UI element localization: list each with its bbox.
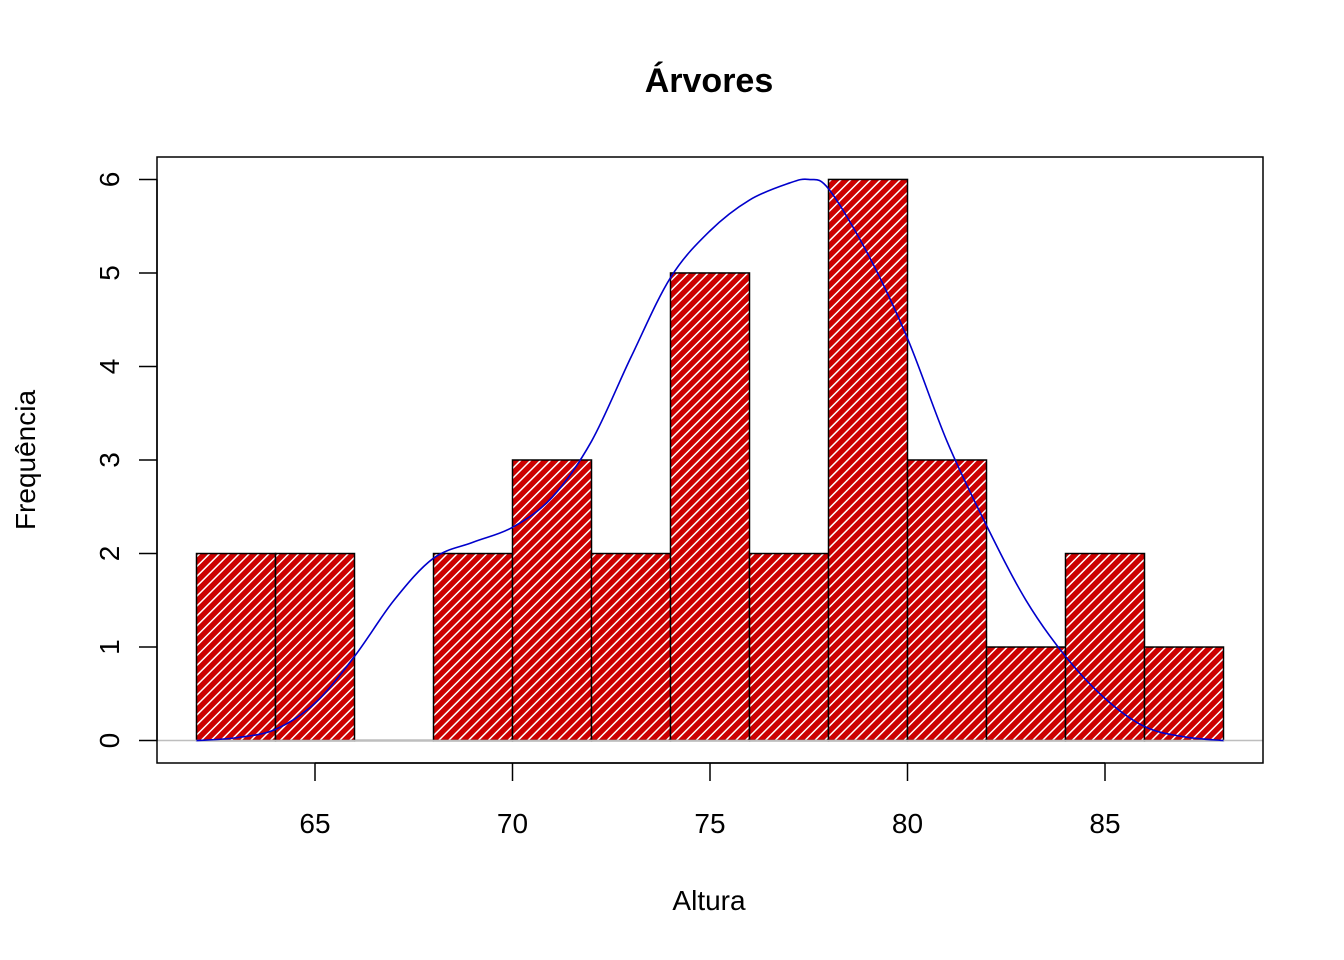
y-axis: 0 1 2 3 4 5 6 — [94, 172, 158, 749]
y-tick-label: 3 — [94, 452, 125, 468]
histogram-bar — [274, 552, 356, 742]
y-tick-label: 0 — [94, 733, 125, 749]
histogram-bar — [827, 178, 909, 742]
x-tick-label: 70 — [497, 808, 528, 839]
y-axis-label: Frequência — [10, 390, 41, 531]
histogram-bar — [590, 552, 672, 742]
histogram-bar — [432, 552, 514, 742]
y-tick-label: 6 — [94, 172, 125, 188]
histogram-bar — [1143, 646, 1225, 742]
bars-group — [195, 178, 1225, 742]
y-tick-label: 2 — [94, 546, 125, 562]
y-tick-label: 5 — [94, 265, 125, 281]
histogram-bar — [1064, 552, 1146, 742]
x-tick-label: 75 — [694, 808, 725, 839]
histogram-bar — [985, 646, 1067, 742]
x-axis-label: Altura — [672, 885, 746, 916]
y-tick-label: 4 — [94, 359, 125, 375]
chart-title: Árvores — [645, 62, 774, 100]
histogram-bar — [669, 272, 751, 742]
histogram-bar — [906, 459, 988, 742]
x-axis: 65 70 75 80 85 — [299, 762, 1121, 839]
density-curve — [196, 178, 1224, 742]
x-tick-label: 65 — [299, 808, 330, 839]
histogram-bar — [195, 552, 277, 742]
y-tick-label: 1 — [94, 639, 125, 655]
histogram-bar — [748, 552, 830, 742]
x-tick-label: 80 — [892, 808, 923, 839]
histogram-bar — [511, 459, 593, 742]
x-tick-label: 85 — [1089, 808, 1120, 839]
